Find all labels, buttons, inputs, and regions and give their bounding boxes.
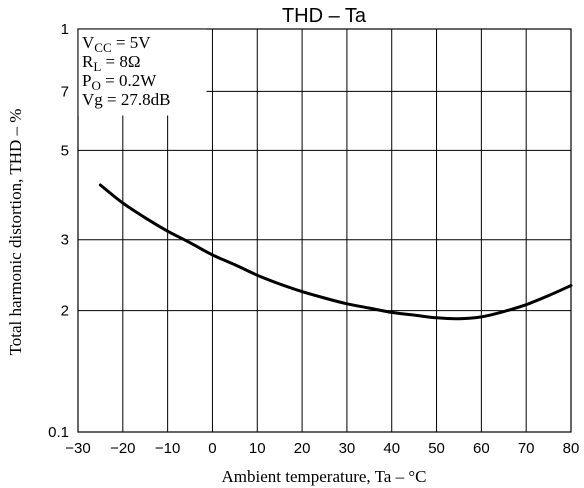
x-tick-label: 50 <box>428 440 445 457</box>
x-tick-labels: −30 −20 −10 0 10 20 30 40 50 60 70 80 <box>65 440 579 457</box>
y-tick-label: 3 <box>61 232 69 249</box>
annotation-line: VCC = 5V <box>82 33 151 55</box>
annotation-box <box>78 29 207 116</box>
y-tick-labels: 0.1 2 3 5 7 1 <box>48 21 69 441</box>
plot-frame <box>77 28 572 433</box>
x-tick-label: −30 <box>65 440 90 457</box>
x-tick-label: 80 <box>563 440 580 457</box>
y-tick-label: 2 <box>61 303 69 320</box>
annotation-line: RL = 8Ω <box>82 52 141 74</box>
x-tick-label: 30 <box>339 440 356 457</box>
y-tick-label: 0.1 <box>48 424 69 441</box>
x-tick-label: −20 <box>110 440 135 457</box>
x-tick-label: −10 <box>155 440 180 457</box>
x-tick-label: 40 <box>383 440 400 457</box>
y-tick-label: 1 <box>61 21 69 38</box>
x-tick-label: 0 <box>208 440 216 457</box>
x-tick-label: 10 <box>249 440 266 457</box>
y-tick-label: 5 <box>61 142 69 159</box>
chart-title: THD – Ta <box>282 5 367 27</box>
thd-curve <box>98 183 573 321</box>
y-axis-label: Total harmonic distortion, THD – % <box>6 109 25 356</box>
x-axis-label: Ambient temperature, Ta – °C <box>222 467 427 486</box>
annotation-line: PO = 0.2W <box>82 71 157 93</box>
x-tick-label: 70 <box>518 440 535 457</box>
x-tick-label: 60 <box>473 440 490 457</box>
x-tick-label: 20 <box>294 440 311 457</box>
y-tick-label: 7 <box>61 83 69 100</box>
grid-lines <box>78 29 571 432</box>
annotation-line: Vg = 27.8dB <box>82 90 170 109</box>
